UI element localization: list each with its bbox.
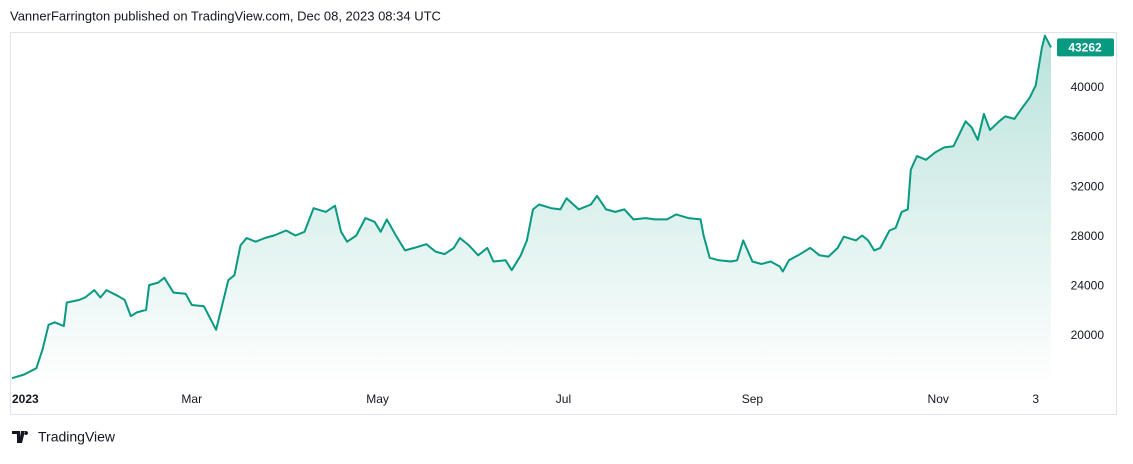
y-tick-label: 20000 [1071,328,1105,342]
x-tick-label: 3 [1032,392,1039,406]
x-tick-label: Nov [928,392,949,406]
x-tick-label: Sep [742,392,764,406]
y-tick-label: 36000 [1071,130,1105,144]
y-tick-label: 28000 [1071,229,1105,243]
x-tick-label: May [366,392,389,406]
y-tick-label: 40000 [1071,80,1105,94]
brand-logo [12,431,29,443]
x-tick-label: 2023 [12,392,39,406]
y-tick-label: 24000 [1071,279,1105,293]
brand-name: TradingView [38,429,116,445]
header: VannerFarrington published on TradingVie… [10,8,441,23]
price-line [11,34,1052,380]
brand: TradingView [12,429,116,445]
y-tick-label: 32000 [1071,179,1105,193]
x-tick-label: Mar [181,392,202,406]
x-tick-label: Jul [556,392,571,406]
last-price-label: 43262 [1068,41,1102,55]
area-fill [12,35,1051,385]
chart-frame [10,32,1117,415]
last-price-box [1057,38,1114,57]
